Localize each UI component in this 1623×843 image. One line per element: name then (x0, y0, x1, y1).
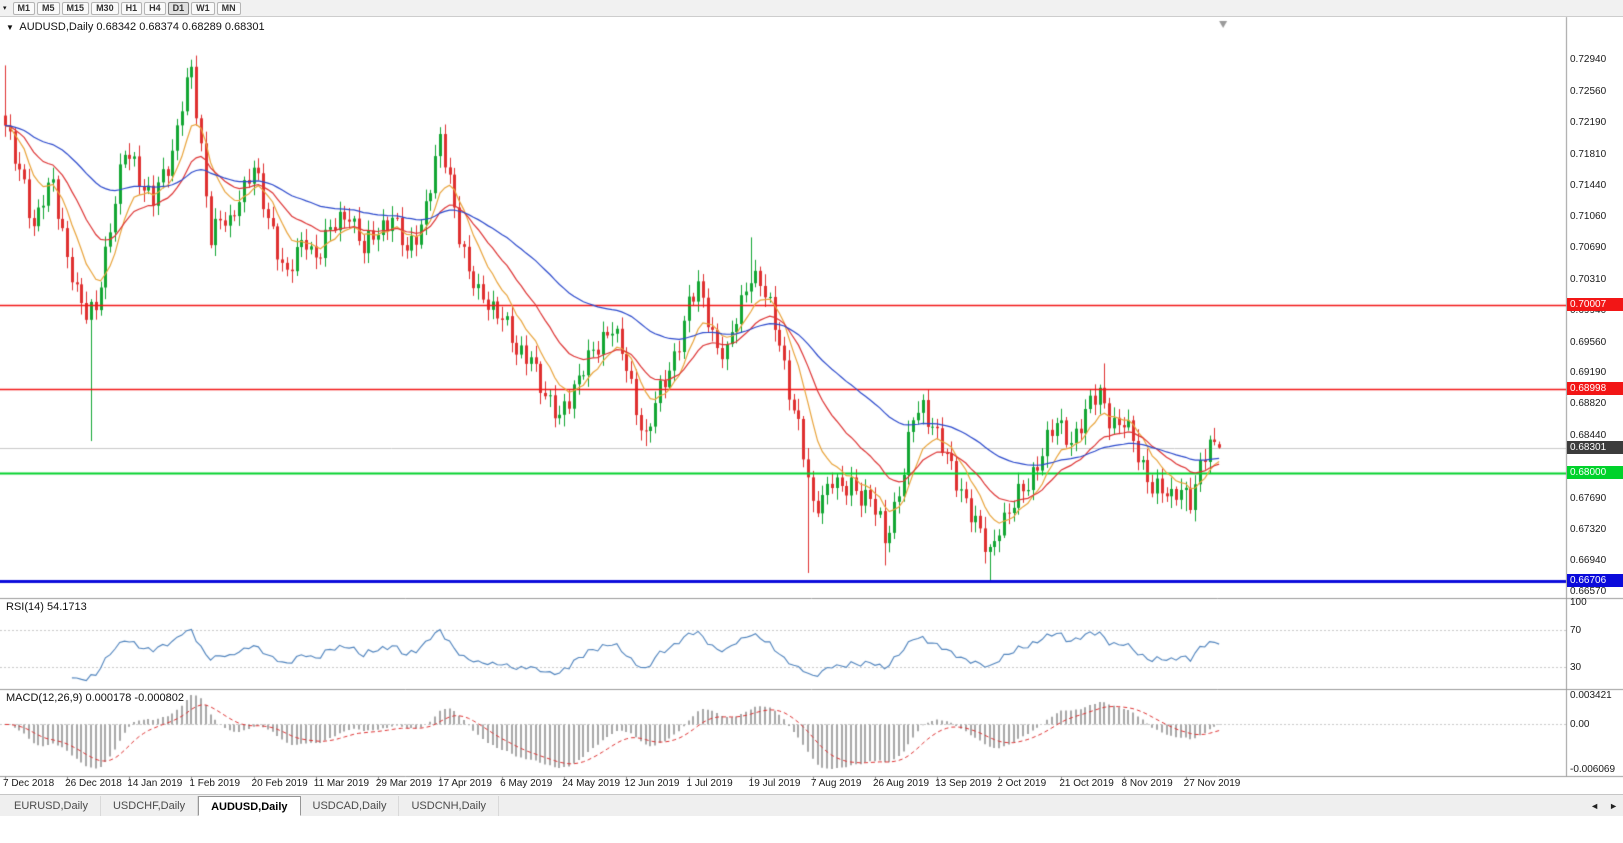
tab-audusd-daily[interactable]: AUDUSD,Daily (198, 796, 301, 816)
macd-level-label: 0.00 (1570, 719, 1590, 731)
price-tag-support-1: 0.68000 (1567, 465, 1623, 479)
rsi-level-label: 100 (1570, 597, 1587, 608)
date-label: 20 Feb 2019 (251, 778, 308, 789)
date-label: 24 May 2019 (562, 778, 621, 789)
date-label: 7 Dec 2018 (3, 778, 55, 789)
price-axis[interactable]: 0.72940 0.72560 0.72190 0.71810 0.71440 0.710… (1567, 17, 1623, 777)
price-tag-current-price: 0.68301 (1567, 440, 1623, 454)
chart-title: ▼ AUDUSD,Daily 0.68342 0.68374 0.68289 0… (6, 21, 265, 33)
rsi-level-label: 70 (1570, 625, 1582, 636)
price-tag-resistance-1: 0.70007 (1567, 298, 1623, 312)
date-label: 26 Aug 2019 (872, 778, 930, 789)
timeframe-toolbar: ▾ M1 M5 M15 M30 H1 H4 D1 W1 MN (0, 0, 1623, 17)
price-tick-label: 0.72560 (1570, 86, 1607, 98)
price-tag-resistance-2: 0.68998 (1567, 382, 1623, 396)
price-tick-label: 0.68440 (1570, 430, 1607, 442)
price-tick-label: 0.70690 (1570, 242, 1607, 254)
timeframe-buttons: M1 M5 M15 M30 H1 H4 D1 W1 MN (12, 1, 243, 15)
price-tick-label: 0.69560 (1570, 336, 1607, 348)
tabs-scroll-right-icon[interactable]: ► (1609, 801, 1618, 811)
chart-tabs: EURUSD,Daily USDCHF,Daily AUDUSD,Daily USDC… (2, 796, 500, 816)
price-tick-label: 0.71440 (1570, 179, 1607, 191)
tab-scroll-arrows: ◄ ► (1590, 795, 1618, 817)
price-tick-label: 0.71810 (1570, 148, 1607, 160)
price-tick-label: 0.67690 (1570, 492, 1607, 504)
macd-level-label: 0.003421 (1570, 690, 1612, 701)
price-tick-label: 0.67320 (1570, 523, 1607, 535)
date-label: 6 May 2019 (500, 778, 553, 789)
tab-usdcad-daily[interactable]: USDCAD,Daily (301, 796, 400, 816)
date-label: 17 Apr 2019 (437, 778, 492, 789)
timeframe-m15[interactable]: M15 (61, 1, 90, 15)
macd-level-label: -0.006069 (1570, 764, 1616, 775)
timeframe-h1[interactable]: H1 (120, 1, 143, 15)
tab-eurusd-daily[interactable]: EURUSD,Daily (2, 796, 101, 816)
date-label: 27 Nov 2019 (1183, 778, 1241, 789)
date-label: 13 Sep 2019 (935, 778, 992, 789)
rsi-indicator-value: 54.1713 (46, 601, 87, 613)
timeframe-m30[interactable]: M30 (91, 1, 119, 15)
timeframe-mn[interactable]: MN (216, 1, 241, 15)
macd-indicator-values: 0.000178 -0.000802 (85, 692, 184, 704)
tab-usdchf-daily[interactable]: USDCHF,Daily (101, 796, 199, 816)
timeframe-m1[interactable]: M1 (12, 1, 36, 15)
date-label: 19 Jul 2019 (748, 778, 801, 789)
price-tick-label: 0.66570 (1570, 586, 1607, 598)
chart-tabs-bar: EURUSD,Daily USDCHF,Daily AUDUSD,Daily USDC… (0, 794, 1623, 816)
timeframe-d1[interactable]: D1 (167, 1, 190, 15)
date-label: 8 Nov 2019 (1121, 778, 1173, 789)
tabs-scroll-left-icon[interactable]: ◄ (1590, 801, 1600, 811)
date-label: 26 Dec 2018 (65, 778, 122, 789)
date-label: 21 Oct 2019 (1059, 778, 1114, 789)
price-tick-label: 0.70310 (1570, 273, 1607, 285)
date-label: 1 Jul 2019 (686, 778, 733, 789)
date-label: 12 Jun 2019 (624, 778, 680, 789)
date-label: 2 Oct 2019 (997, 778, 1047, 789)
price-tick-label: 0.72940 (1570, 54, 1607, 66)
price-tick-label: 0.68820 (1570, 398, 1607, 410)
rsi-indicator-name: RSI(14) (6, 601, 44, 613)
date-label: 14 Jan 2019 (127, 778, 183, 789)
date-label: 1 Feb 2019 (189, 778, 241, 789)
price-chart-canvas[interactable] (0, 0, 1623, 781)
price-tick-label: 0.71060 (1570, 211, 1607, 223)
timeframe-h4[interactable]: H4 (144, 1, 166, 15)
chart-symbol-label: AUDUSD,Daily (19, 21, 94, 33)
rsi-level-label: 30 (1570, 662, 1582, 674)
date-label: 7 Aug 2019 (810, 778, 862, 789)
price-tick-label: 0.66940 (1570, 555, 1607, 567)
timeframe-w1[interactable]: W1 (191, 1, 215, 15)
macd-indicator-name: MACD(12,26,9) (6, 692, 83, 704)
chart-ohlc-values: 0.68342 0.68374 0.68289 0.68301 (96, 21, 265, 33)
price-tag-support-2: 0.66706 (1567, 573, 1623, 587)
macd-label: MACD(12,26,9) 0.000178 -0.000802 (6, 692, 184, 704)
tab-usdcnh-daily[interactable]: USDCNH,Daily (399, 796, 500, 816)
date-label: 11 Mar 2019 (313, 778, 370, 789)
rsi-label: RSI(14) 54.1713 (6, 601, 87, 613)
date-label: 29 Mar 2019 (375, 778, 432, 789)
price-tick-label: 0.69190 (1570, 367, 1607, 379)
chart-menu-caret-icon[interactable]: ▾ (3, 5, 7, 12)
price-tick-label: 0.72190 (1570, 117, 1607, 129)
collapse-icon[interactable]: ▼ (6, 23, 14, 32)
timeframe-m5[interactable]: M5 (37, 1, 60, 15)
date-axis[interactable]: 7 Dec 2018 26 Dec 2018 14 Jan 2019 1 Feb 20… (0, 777, 1566, 793)
